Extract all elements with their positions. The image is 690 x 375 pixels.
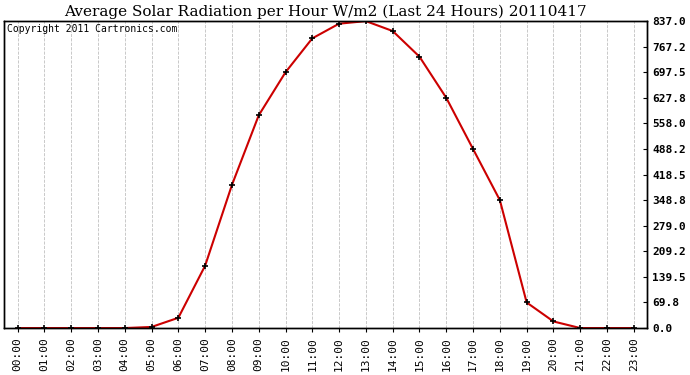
Title: Average Solar Radiation per Hour W/m2 (Last 24 Hours) 20110417: Average Solar Radiation per Hour W/m2 (L… xyxy=(64,4,587,18)
Text: Copyright 2011 Cartronics.com: Copyright 2011 Cartronics.com xyxy=(8,24,178,34)
